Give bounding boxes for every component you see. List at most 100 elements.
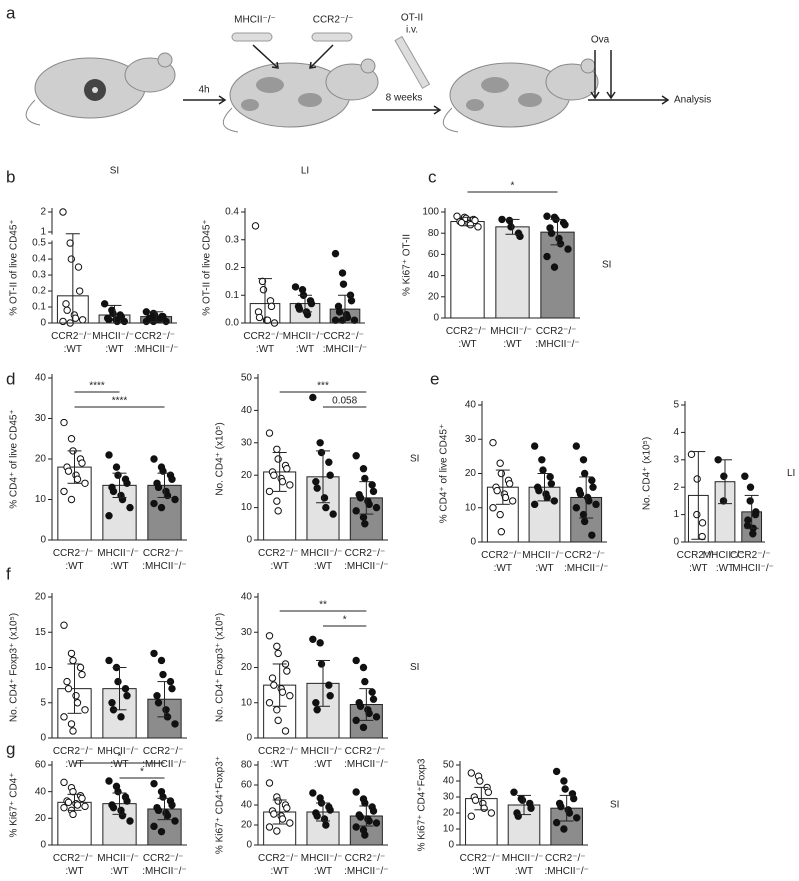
x-tick-label: MHCII⁻/⁻ :WT: [490, 326, 534, 350]
error-bar: [517, 794, 531, 816]
x-tick-label: CCR2⁻/⁻ :WT: [51, 331, 94, 355]
data-point: [539, 466, 547, 474]
bone-label: MHCII⁻/⁻: [234, 15, 276, 26]
y-tick-label: 0.3: [225, 234, 239, 245]
error-bar: [272, 663, 287, 707]
data-point: [153, 692, 161, 700]
y-tick-label: 0: [40, 733, 46, 744]
error-bar: [505, 218, 520, 235]
error-bar: [559, 794, 574, 822]
y-tick-label: 0: [246, 535, 252, 546]
y-tick-label: 0: [246, 840, 252, 851]
y-axis-label: % Ki67⁺ CD4⁺: [9, 772, 20, 837]
error-bar: [691, 451, 706, 540]
data-point: [268, 674, 277, 682]
data-point: [359, 723, 368, 732]
injection-label: OT-II: [401, 13, 423, 24]
data-point: [150, 822, 158, 831]
data-point: [573, 814, 581, 822]
data-point: [565, 809, 574, 817]
data-point: [741, 472, 749, 480]
data-point: [72, 692, 80, 700]
error-bar: [112, 792, 127, 815]
data-point: [361, 831, 369, 839]
error-bar: [316, 659, 330, 707]
data-point: [121, 684, 130, 693]
data-point: [78, 670, 86, 679]
x-tick-label: CCR2⁻/⁻ :MHCII⁻/⁻: [344, 548, 388, 572]
data-point: [322, 821, 330, 829]
y-tick-label: 0.5: [32, 238, 46, 249]
data-point: [538, 456, 546, 464]
data-point: [309, 635, 317, 643]
y-tick-label: 10: [35, 494, 47, 505]
data-point: [120, 317, 129, 326]
data-point: [67, 495, 76, 504]
data-point: [67, 649, 76, 658]
y-axis-label: % Ki67⁺ OT-II: [402, 234, 413, 296]
y-axis-label: No. CD4⁺ Foxp3⁺ (x10⁵): [9, 613, 20, 722]
data-point: [142, 317, 151, 326]
x-tick-label: MHCII⁻/⁻ :WT: [301, 746, 345, 770]
data-point: [527, 804, 535, 812]
y-tick-label: 3: [673, 454, 679, 465]
data-point: [81, 706, 89, 714]
error-bar: [157, 797, 172, 821]
bone-label: CCR2⁻/⁻: [313, 15, 354, 26]
data-point: [255, 313, 264, 322]
data-point: [546, 473, 554, 481]
data-point: [356, 702, 365, 710]
data-point: [530, 442, 539, 450]
error-bar: [157, 472, 172, 498]
data-point: [561, 785, 569, 793]
data-point: [67, 435, 76, 443]
data-point: [487, 809, 496, 817]
bar: [450, 221, 485, 319]
y-tick-label: 4: [673, 427, 679, 438]
x-tick-label: CCR2⁻/⁻ :WT: [258, 746, 301, 770]
y-tick-label: 15: [35, 627, 47, 638]
panel-label: f: [6, 564, 11, 583]
data-point: [564, 245, 572, 253]
data-point: [274, 716, 282, 725]
y-tick-label: 20: [241, 820, 253, 831]
data-point: [73, 699, 82, 707]
data-point: [291, 283, 300, 291]
data-point: [171, 720, 179, 728]
data-point: [326, 806, 334, 814]
error-bar: [149, 311, 164, 322]
y-tick-label: 10: [241, 697, 253, 708]
significance-label: *: [140, 767, 144, 778]
data-point: [118, 811, 127, 820]
data-point: [273, 642, 281, 651]
data-point: [78, 794, 86, 803]
data-point: [317, 660, 326, 668]
data-point: [557, 802, 565, 811]
data-point: [295, 305, 304, 313]
data-point: [580, 469, 589, 478]
step-label: 8 weeks: [386, 93, 423, 104]
y-tick-label: 50: [241, 373, 253, 384]
data-point: [496, 510, 504, 519]
data-point: [560, 777, 568, 785]
route-label: i.v.: [406, 25, 418, 36]
y-tick-label: 60: [428, 249, 440, 260]
data-point: [312, 699, 320, 707]
data-point: [369, 487, 378, 496]
error-bar: [67, 793, 82, 811]
step-label: 4h: [198, 85, 209, 96]
data-point: [585, 497, 593, 505]
data-point: [746, 497, 754, 505]
data-point: [552, 767, 561, 776]
y-tick-label: 40: [241, 800, 253, 811]
data-point: [270, 471, 278, 479]
data-point: [63, 306, 71, 314]
x-tick-label: CCR2⁻/⁻ :WT: [243, 331, 286, 355]
y-tick-label: 40: [35, 786, 47, 797]
data-point: [274, 455, 282, 463]
significance-label: 0.058: [332, 396, 357, 407]
data-point: [150, 455, 158, 463]
data-point: [114, 787, 122, 796]
data-point: [322, 503, 330, 512]
